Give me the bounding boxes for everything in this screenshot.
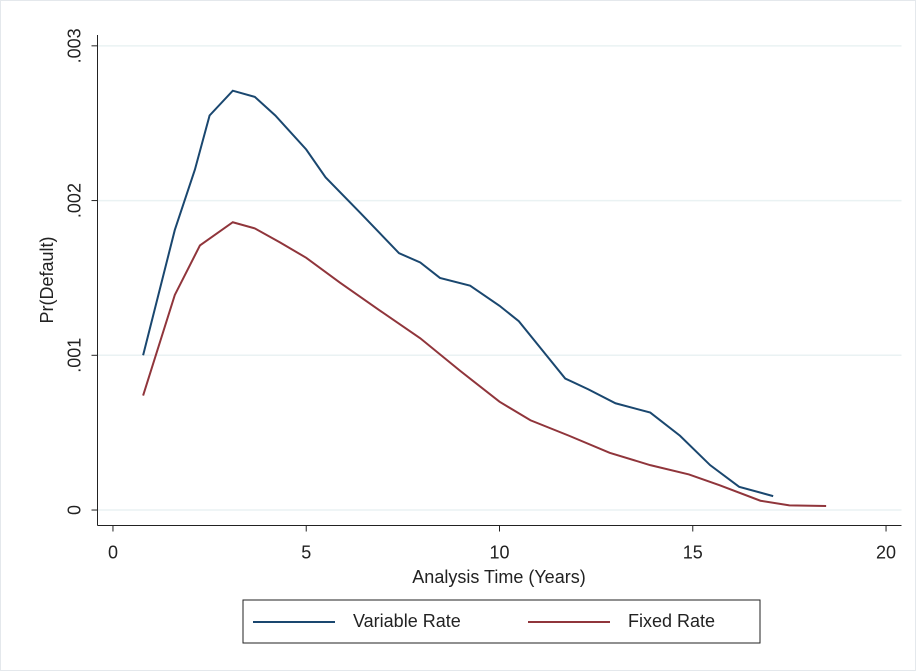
x-tick-label: 20 bbox=[876, 542, 896, 562]
series-line bbox=[142, 221, 827, 508]
y-tick-label: .003 bbox=[64, 28, 84, 63]
x-tick-label: 10 bbox=[489, 542, 509, 562]
legend-label: Fixed Rate bbox=[628, 611, 715, 631]
x-tick-label: 5 bbox=[301, 542, 311, 562]
y-tick-label: .001 bbox=[64, 338, 84, 373]
x-tick-label: 0 bbox=[108, 542, 118, 562]
y-tick-label: 0 bbox=[64, 505, 84, 515]
x-tick-label: 15 bbox=[683, 542, 703, 562]
x-axis-title: Analysis Time (Years) bbox=[412, 567, 585, 587]
series-line bbox=[142, 89, 774, 498]
y-tick-label: .002 bbox=[64, 183, 84, 218]
legend-label: Variable Rate bbox=[353, 611, 461, 631]
y-axis-title: Pr(Default) bbox=[37, 236, 57, 323]
